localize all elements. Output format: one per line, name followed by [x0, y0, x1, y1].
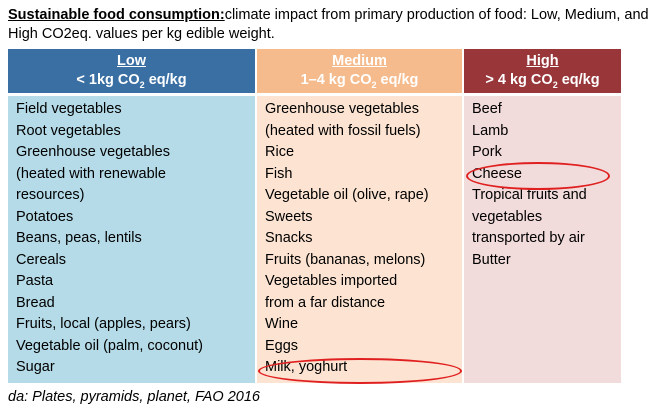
- list-item: Sweets: [265, 208, 313, 225]
- column-high: High > 4 kg CO2 eq/kg Beef Lamb Pork Cheese…: [464, 49, 621, 383]
- header-low: Low < 1kg CO2 eq/kg: [8, 49, 255, 93]
- list-item: Beans, peas, lentils: [16, 230, 142, 246]
- list-item: (heated with renewable: [16, 165, 166, 182]
- list-high: Beef Lamb Pork Cheese Tropical fruits and veg…: [464, 96, 621, 383]
- list-item: Sugar: [16, 359, 55, 375]
- highlight-ellipse-cheese: [466, 162, 610, 190]
- list-item: Pasta: [16, 273, 54, 289]
- header-high-name: High: [526, 52, 559, 69]
- list-item: Vegetables imported: [265, 273, 398, 289]
- list-item: Wine: [265, 316, 299, 332]
- title-bold: Sustainable food consumption:: [8, 7, 225, 23]
- header-high-range: > 4 kg CO2 eq/kg: [485, 71, 600, 90]
- header-low-range: < 1kg CO2 eq/kg: [76, 71, 187, 90]
- list-item: Potatoes: [16, 208, 74, 225]
- list-item: Butter: [472, 251, 511, 268]
- title-rest: climate impact from primary production o…: [8, 7, 649, 42]
- list-item: resources): [16, 187, 85, 203]
- list-item: (heated with fossil fuels): [265, 122, 421, 139]
- column-medium: Medium 1–4 kg CO2 eq/kg Greenhouse veget…: [257, 49, 462, 383]
- list-item: Beef: [472, 101, 502, 117]
- list-low: Field vegetables Root vegetables Greenhous…: [8, 96, 255, 383]
- column-low: Low < 1kg CO2 eq/kg Field vegetables Root…: [8, 49, 255, 383]
- list-item: Rice: [265, 144, 295, 160]
- list-item: Tropical fruits and: [472, 187, 587, 203]
- impact-table: Low < 1kg CO2 eq/kg Field vegetables Root…: [8, 49, 621, 383]
- header-high: High > 4 kg CO2 eq/kg: [464, 49, 621, 93]
- highlight-ellipse-milk: [258, 358, 462, 384]
- list-item: Fruits, local (apples, pears): [16, 316, 191, 332]
- list-item: Greenhouse vegetables: [265, 101, 419, 117]
- source-citation: da: Plates, pyramids, planet, FAO 2016: [8, 389, 261, 405]
- list-item: Cereals: [16, 251, 66, 268]
- list-item: Vegetable oil (olive, rape): [265, 187, 429, 203]
- list-item: Bread: [16, 294, 55, 311]
- list-medium: Greenhouse vegetables (heated with fossil…: [257, 96, 462, 383]
- list-item: Field vegetables: [16, 101, 122, 117]
- list-item: from a far distance: [265, 294, 386, 311]
- list-item: transported by air: [472, 230, 585, 246]
- header-medium: Medium 1–4 kg CO2 eq/kg: [257, 49, 462, 93]
- list-item: Root vegetables: [16, 122, 121, 139]
- list-item: Greenhouse vegetables: [16, 144, 170, 160]
- list-item: vegetables: [472, 208, 543, 225]
- header-medium-name: Medium: [332, 52, 387, 69]
- header-low-name: Low: [117, 52, 146, 69]
- list-item: Pork: [472, 144, 502, 160]
- slide-title: Sustainable food consumption:climate imp…: [8, 6, 658, 44]
- list-item: Lamb: [472, 122, 509, 139]
- list-item: Eggs: [265, 337, 299, 354]
- header-medium-range: 1–4 kg CO2 eq/kg: [300, 71, 419, 90]
- list-item: Fruits (bananas, melons): [265, 251, 426, 268]
- list-item: Snacks: [265, 230, 313, 246]
- list-item: Fish: [265, 165, 293, 182]
- list-item: Vegetable oil (palm, coconut): [16, 337, 203, 354]
